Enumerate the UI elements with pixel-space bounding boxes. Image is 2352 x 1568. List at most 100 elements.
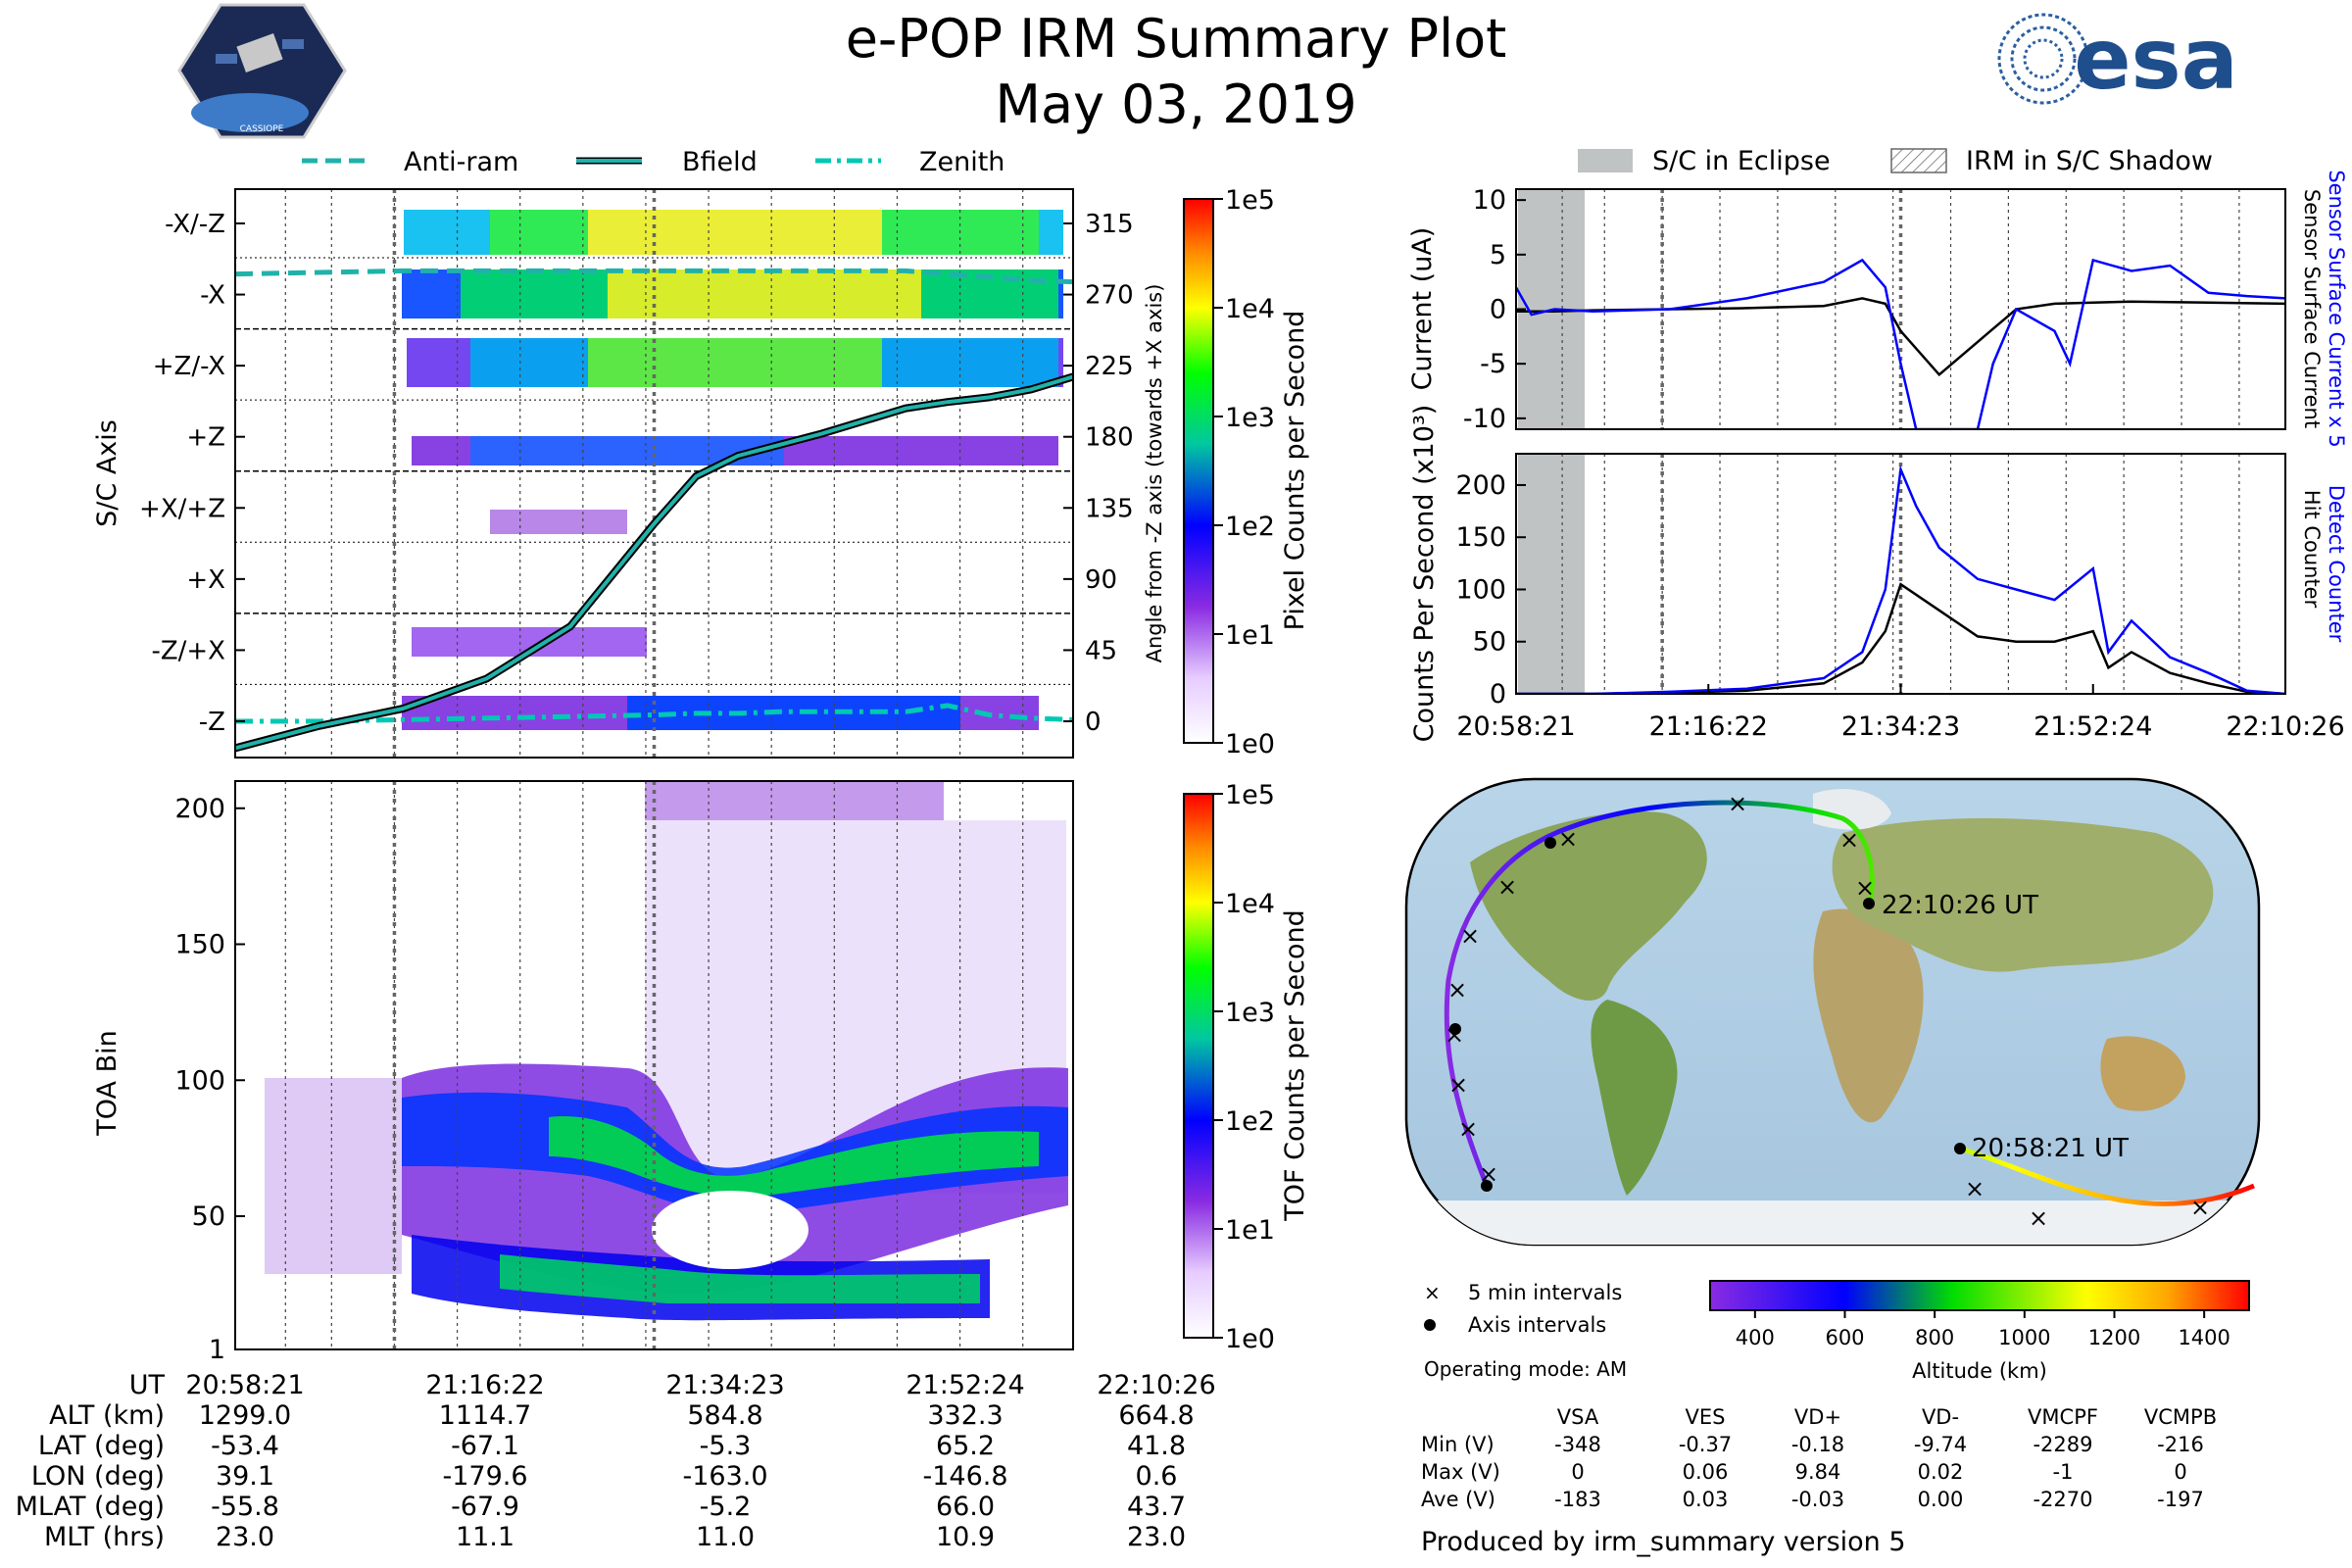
voltage-cell: 9.84 — [1795, 1460, 1841, 1484]
bottom-cell: 21:16:22 — [425, 1370, 544, 1400]
top-legend: Anti-ram Bfield Zenith — [302, 147, 1004, 177]
current-ytick-label: 0 — [1490, 295, 1506, 325]
counts-xtick-label: 22:10:26 — [2226, 711, 2344, 742]
bottom-cell: 21:52:24 — [906, 1370, 1024, 1400]
map-land — [1406, 789, 2259, 1245]
bottom-cell: 11.1 — [456, 1522, 514, 1552]
pixel-time-grid — [284, 189, 1024, 758]
orbit-start-label: 22:10:26 UT — [1882, 891, 2038, 920]
bottom-cell: 43.7 — [1127, 1492, 1186, 1522]
voltage-cell: -2270 — [2033, 1488, 2092, 1511]
bottom-table: UT 20:58:21 21:16:22 21:34:23 21:52:24 22:10:… — [16, 1370, 1216, 1552]
counts-ytick-label: 0 — [1490, 679, 1506, 710]
current-plot: 10 5 0 -5 -10 Current (uA) Sensor Surface Cu… — [1407, 170, 2348, 447]
voltage-header: VES — [1686, 1405, 1726, 1429]
colorbar-tick-label: 1e3 — [1225, 403, 1275, 433]
counts-ytick-label: 50 — [1473, 627, 1506, 658]
dot-symbol — [1424, 1319, 1436, 1331]
cassiope-logo-text: CASSIOPE — [240, 124, 284, 134]
counts-ytick-label: 150 — [1455, 522, 1506, 553]
altitude-label: Altitude (km) — [1912, 1359, 2047, 1383]
orbit-axis-dot — [1449, 1023, 1461, 1035]
pixel-ytick-label: +X — [186, 565, 225, 595]
bottom-cell: 66.0 — [936, 1492, 995, 1522]
orbit-5min-mark: × — [1458, 1115, 1478, 1143]
voltage-row-label: Max (V) — [1421, 1460, 1500, 1484]
counts-ytick-label: 200 — [1455, 470, 1506, 501]
bottom-cell: 65.2 — [936, 1431, 995, 1461]
voltage-cell: -0.37 — [1679, 1433, 1732, 1456]
counts-xtick-label: 21:34:23 — [1841, 711, 1960, 742]
orbit-5min-mark: × — [1965, 1175, 1984, 1202]
colorbar-tick-label: 1e1 — [1225, 1215, 1275, 1246]
bottom-row-label: UT — [129, 1370, 166, 1400]
tof-ylabel: TOA Bin — [92, 1030, 122, 1136]
pixel-heat-band — [608, 270, 921, 318]
colorbar-tick-label: 1e2 — [1225, 512, 1275, 542]
voltage-cell: 0 — [1571, 1460, 1584, 1484]
bottom-cell: 23.0 — [216, 1522, 274, 1552]
bottom-cell: 664.8 — [1118, 1400, 1194, 1431]
figure-title: e-POP IRM Summary Plot — [846, 8, 1507, 70]
tof-ytick-label: 1 — [209, 1335, 225, 1365]
orbit-end-dot — [1954, 1143, 1966, 1154]
bottom-cell: -67.1 — [451, 1431, 519, 1461]
colorbar-tick-label: 1e5 — [1225, 780, 1275, 810]
orbit-5min-mark: × — [1497, 873, 1517, 901]
pixel-y2tick-label: 135 — [1085, 494, 1134, 523]
legend-zenith: Zenith — [919, 147, 1004, 177]
hit-counter-line — [1516, 582, 2285, 694]
voltage-table: VSA VES VD+ VD- VMCPF VCMPB Min (V) -348 -0.37 -0… — [1421, 1405, 2217, 1511]
pixel-heat-band — [490, 510, 627, 534]
altitude-colorbar: 400 600 800 1000 1200 1400 Altitude (km) — [1709, 1280, 2250, 1383]
voltage-row-label: Ave (V) — [1421, 1488, 1495, 1511]
pixel-y2tick-label: 180 — [1085, 423, 1134, 453]
dot-legend-label: Axis intervals — [1468, 1313, 1606, 1337]
tof-time-grid — [284, 781, 1024, 1349]
voltage-cell: -2289 — [2033, 1433, 2092, 1456]
counts-right-label-blue: Detect Counter — [2325, 485, 2348, 643]
cassiope-logo: CASSIOPE — [177, 3, 347, 139]
colorbar-tick-label: 1e0 — [1225, 1324, 1275, 1354]
pixel-ytick-label: -X/-Z — [165, 210, 225, 239]
colorbar-tick-label: 1e2 — [1225, 1106, 1275, 1137]
altitude-tick-label: 800 — [1915, 1326, 1954, 1349]
map-legend: × 5 min intervals Axis intervals Operati… — [1424, 1281, 1627, 1381]
voltage-row-label: Min (V) — [1421, 1433, 1494, 1456]
orbit-5min-mark: × — [2190, 1194, 2210, 1221]
voltage-cell: 0.03 — [1683, 1488, 1729, 1511]
voltage-header: VD+ — [1794, 1405, 1841, 1429]
voltage-header: VCMPB — [2144, 1405, 2217, 1429]
voltage-cell: -0.03 — [1791, 1488, 1844, 1511]
orbit-axis-dot — [1544, 837, 1556, 849]
bottom-cell: 332.3 — [927, 1400, 1003, 1431]
tof-colorbar-label: TOF Counts per Second — [1280, 909, 1310, 1222]
esa-logo: esa — [1997, 11, 2238, 109]
voltage-cell: -197 — [2157, 1488, 2204, 1511]
bottom-cell: -5.3 — [700, 1431, 752, 1461]
colorbar-tick-label: 1e4 — [1225, 294, 1275, 324]
pixel-y2tick-label: 225 — [1085, 352, 1134, 381]
voltage-cell: -0.18 — [1791, 1433, 1844, 1456]
orbit-start-dot — [1863, 898, 1875, 909]
counts-xtick-label: 21:16:22 — [1649, 711, 1768, 742]
bottom-cell: 20:58:21 — [185, 1370, 304, 1400]
pixel-ytick-label: -Z — [199, 708, 225, 737]
pixel-colorbar-label: Pixel Counts per Second — [1280, 311, 1310, 631]
tof-ytick-label: 200 — [174, 794, 225, 824]
orbit-5min-mark: × — [1558, 825, 1578, 853]
esa-logo-text: esa — [2074, 11, 2238, 109]
bottom-row-label: ALT (km) — [49, 1400, 165, 1431]
footer-text: Produced by irm_summary version 5 — [1421, 1527, 1906, 1557]
pixel-ytick-label: -X — [200, 281, 225, 311]
current-ylabel: Current (uA) — [1407, 227, 1438, 391]
voltage-cell: 0.00 — [1918, 1488, 1964, 1511]
eclipse-region-counts — [1518, 454, 1585, 694]
cross-legend-label: 5 min intervals — [1468, 1281, 1622, 1304]
bottom-cell: 1299.0 — [199, 1400, 291, 1431]
bottom-cell: -163.0 — [682, 1461, 767, 1492]
pixel-ylabel: S/C Axis — [92, 419, 122, 527]
altitude-tick-label: 400 — [1736, 1326, 1775, 1349]
operating-mode: Operating mode: AM — [1424, 1357, 1627, 1381]
orbit-track — [1444, 800, 2255, 1206]
